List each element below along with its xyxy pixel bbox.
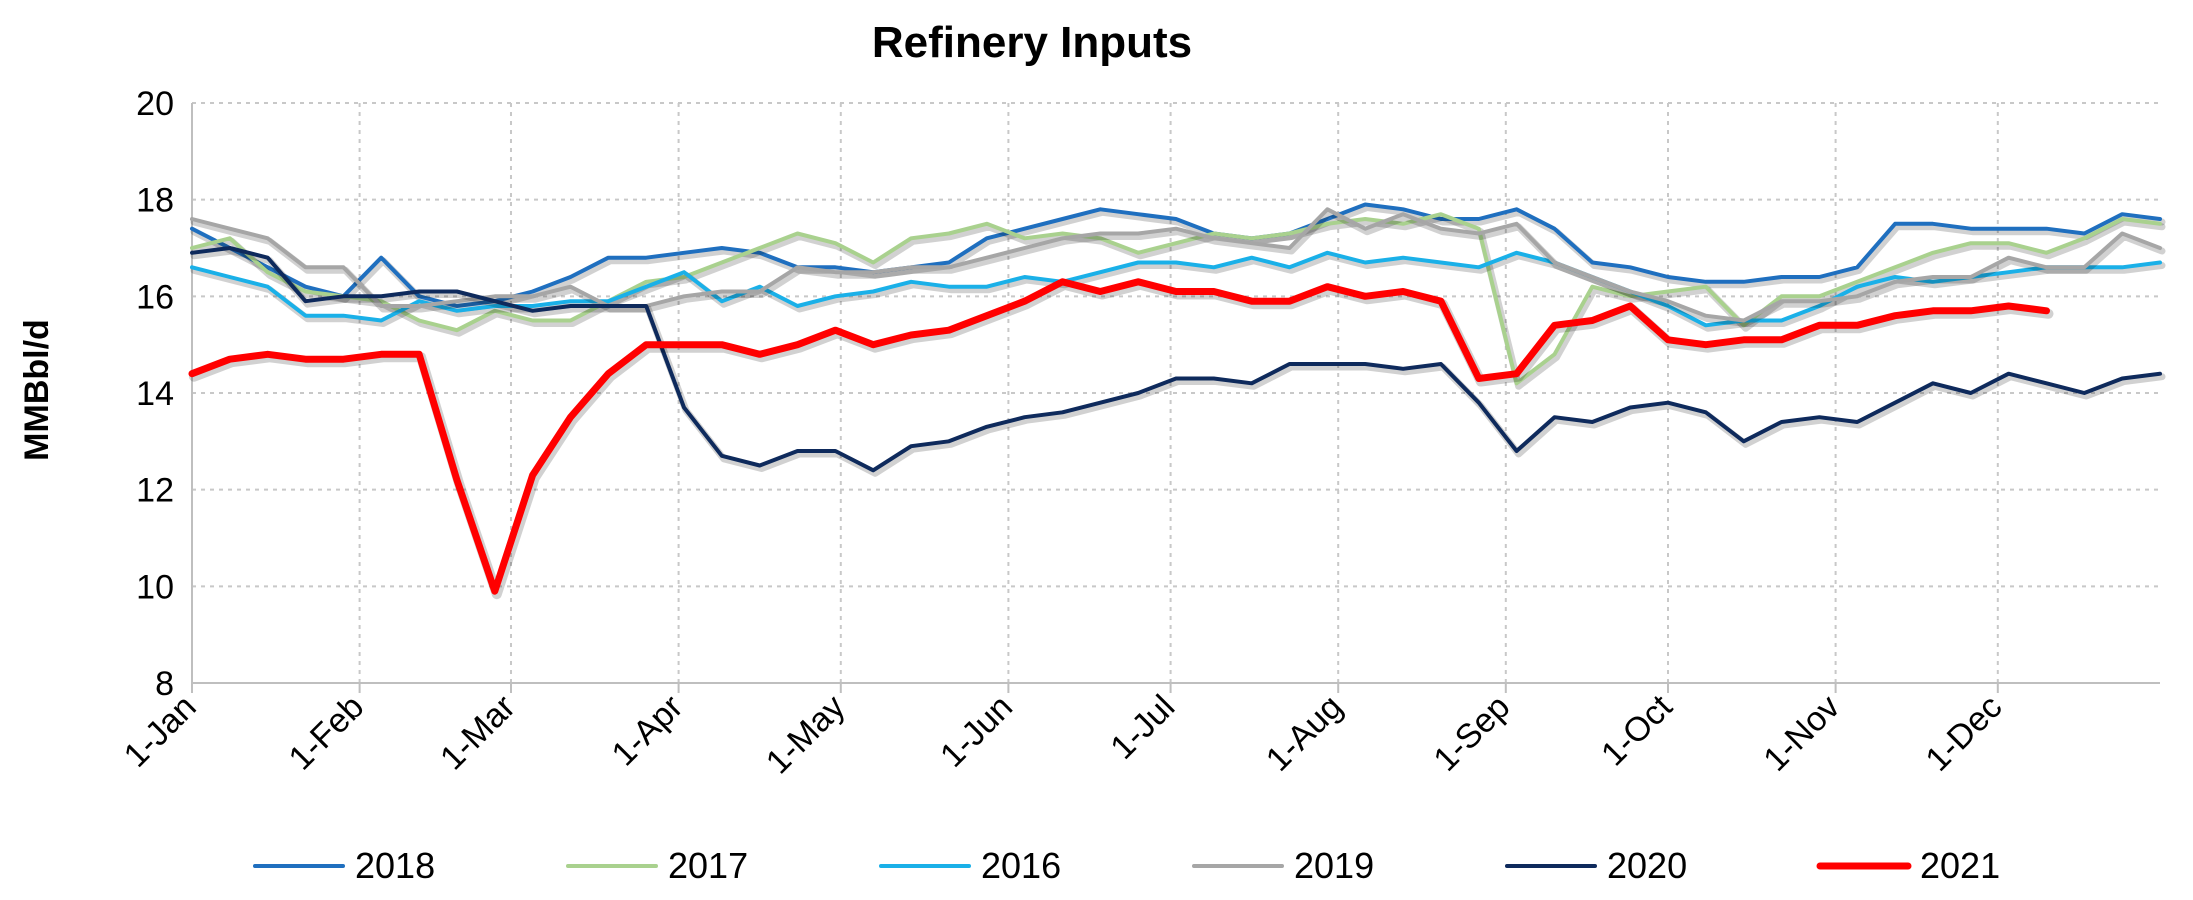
- x-tick-label: 1-Mar: [433, 688, 523, 778]
- legend-label: 2018: [355, 845, 435, 886]
- series-line-2020: [190, 246, 2162, 473]
- y-axis-label: MMBbl/d: [18, 319, 56, 461]
- series-2019: [190, 207, 2166, 327]
- y-tick-label: 12: [136, 472, 174, 510]
- legend-label: 2017: [668, 845, 748, 886]
- legend-item-2018: 2018: [253, 845, 435, 886]
- grid-lines: [192, 102, 2160, 683]
- x-tick-label: 1-Sep: [1426, 688, 1517, 779]
- legend-item-2017: 2017: [566, 845, 748, 886]
- legend-item-2021: 2021: [1816, 845, 2000, 886]
- y-axis-ticks: 8 10 12 14 16 18 20: [136, 85, 174, 703]
- series-line-shadow-2021: [189, 279, 2054, 600]
- y-tick-label: 16: [136, 278, 174, 316]
- series-2021: [188, 278, 2054, 600]
- x-tick-label: 1-Oct: [1594, 687, 1680, 773]
- legend-item-2020: 2020: [1505, 845, 1687, 886]
- chart-title: Refinery Inputs: [872, 18, 1192, 67]
- x-tick-label: 1-Aug: [1259, 688, 1350, 779]
- series-line-shadow-2020: [190, 247, 2166, 477]
- legend: 2018 2017 2016 2019 2020 2021: [253, 845, 2000, 886]
- series-line-shadow-2017: [190, 213, 2166, 390]
- series-lines: [188, 202, 2166, 600]
- y-tick-label: 14: [136, 375, 174, 413]
- series-2017: [190, 212, 2166, 390]
- x-tick-label: 1-Feb: [282, 688, 372, 778]
- x-axis-ticks: 1-Jan 1-Feb 1-Mar 1-Apr 1-May 1-Jun 1-Jul 1-Aug…: [117, 687, 2010, 781]
- series-2020: [190, 246, 2166, 477]
- y-tick-label: 10: [136, 568, 174, 606]
- series-line-shadow-2019: [190, 208, 2166, 327]
- y-tick-label: 20: [136, 85, 174, 123]
- x-tick-label: 1-May: [759, 688, 853, 782]
- legend-item-2019: 2019: [1192, 845, 1374, 886]
- legend-label: 2019: [1294, 845, 1374, 886]
- y-tick-label: 18: [136, 182, 174, 220]
- x-tick-label: 1-Nov: [1756, 688, 1847, 779]
- x-tick-label: 1-Apr: [605, 688, 691, 774]
- y-tick-label: 8: [155, 665, 174, 703]
- legend-label: 2016: [981, 845, 1061, 886]
- x-tick-label: 1-Jun: [933, 688, 1020, 775]
- series-line-2019: [190, 207, 2162, 323]
- legend-item-2016: 2016: [879, 845, 1061, 886]
- series-line-2021: [188, 278, 2050, 595]
- series-line-2017: [190, 212, 2162, 386]
- legend-label: 2020: [1607, 845, 1687, 886]
- axes: [191, 103, 2160, 693]
- x-tick-label: 1-Jul: [1103, 688, 1182, 767]
- x-tick-label: 1-Dec: [1918, 688, 2009, 779]
- legend-label: 2021: [1920, 845, 2000, 886]
